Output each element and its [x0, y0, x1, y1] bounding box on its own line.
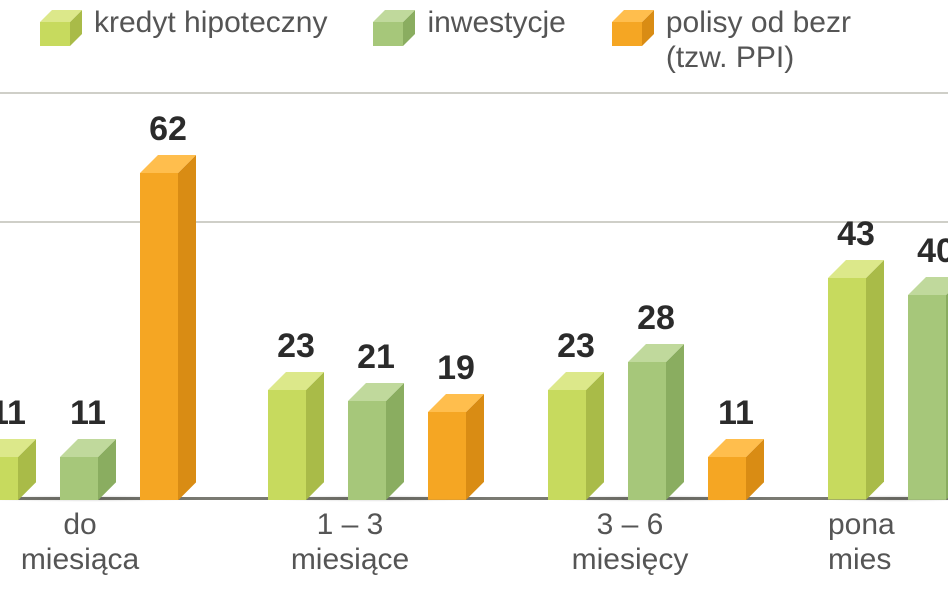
bar-value-label: 11 — [0, 394, 26, 433]
bar: 62 — [140, 110, 196, 500]
bar: 43 — [828, 215, 884, 500]
legend-item-1: inwestycje — [373, 6, 565, 52]
bar: 23 — [268, 327, 324, 500]
legend-cube-2 — [612, 10, 654, 52]
bar-shape — [0, 439, 36, 500]
legend-cube-0 — [40, 10, 82, 52]
bar: 11 — [708, 394, 764, 500]
bar: 11 — [0, 394, 36, 500]
bar-shape — [708, 439, 764, 500]
bar-shape — [628, 344, 684, 500]
bar-group-0: 11 11 62 — [0, 110, 196, 500]
bar-value-label: 11 — [718, 394, 754, 433]
bar-shape — [908, 277, 948, 500]
bar-value-label: 19 — [437, 349, 475, 388]
bar-shape — [548, 372, 604, 500]
bar-value-label: 28 — [637, 299, 675, 338]
x-axis-label: pona mies — [828, 508, 948, 577]
bar: 21 — [348, 338, 404, 500]
legend-item-0: kredyt hipoteczny — [40, 6, 327, 52]
legend-divider — [0, 92, 948, 94]
bar-group-1: 23 21 19 — [268, 327, 484, 500]
bar-shape — [140, 155, 196, 500]
bar-value-label: 23 — [277, 327, 315, 366]
bar-shape — [828, 260, 884, 500]
x-axis-label: 3 – 6 miesięcy — [530, 508, 730, 577]
bar: 28 — [628, 299, 684, 500]
bar: 11 — [60, 394, 116, 500]
bar-shape — [60, 439, 116, 500]
bar-value-label: 43 — [837, 215, 875, 254]
chart-area: 11 11 62 23 21 19 23 28 11 43 40 — [0, 110, 948, 500]
bar: 19 — [428, 349, 484, 500]
legend-label-1: inwestycje — [427, 6, 565, 41]
bar-group-3: 43 40 — [828, 215, 948, 500]
legend-item-2: polisy od bezr (tzw. PPI) — [612, 6, 851, 75]
legend-label-2: polisy od bezr (tzw. PPI) — [666, 6, 851, 75]
x-axis-label: 1 – 3 miesiące — [250, 508, 450, 577]
bar-value-label: 62 — [149, 110, 187, 149]
bar-value-label: 23 — [557, 327, 595, 366]
bar-value-label: 40 — [917, 232, 948, 271]
bar-shape — [348, 383, 404, 500]
bar: 40 — [908, 232, 948, 500]
bar-value-label: 11 — [70, 394, 106, 433]
bar-shape — [268, 372, 324, 500]
bar-value-label: 21 — [357, 338, 395, 377]
legend-cube-1 — [373, 10, 415, 52]
legend-label-0: kredyt hipoteczny — [94, 6, 327, 41]
bar-shape — [428, 394, 484, 500]
x-axis-label: do miesiąca — [0, 508, 170, 577]
bar-group-2: 23 28 11 — [548, 299, 764, 500]
bar: 23 — [548, 327, 604, 500]
legend: kredyt hipoteczny inwestycje polisy od b… — [40, 6, 948, 86]
